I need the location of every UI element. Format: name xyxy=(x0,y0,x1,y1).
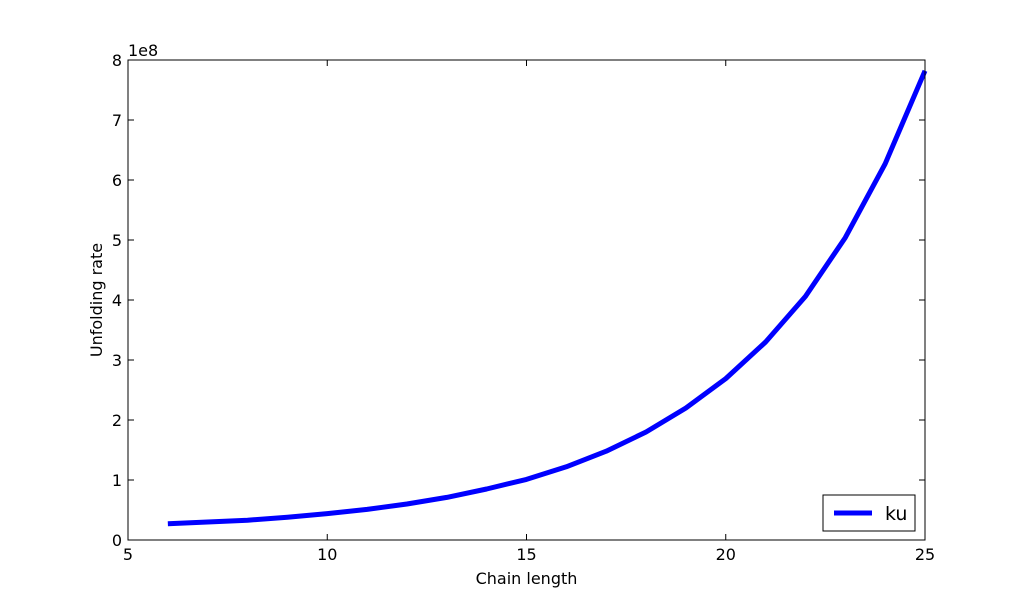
y-tick-label: 7 xyxy=(112,111,122,130)
y-tick-label: 5 xyxy=(112,231,122,250)
y-offset-label: 1e8 xyxy=(128,41,158,60)
series-line-ku xyxy=(167,69,928,527)
plot-frame xyxy=(127,59,926,541)
x-tick-label: 20 xyxy=(716,545,736,564)
y-tick-label: 3 xyxy=(112,351,122,370)
y-tick-label: 1 xyxy=(112,471,122,490)
x-tick-label: 10 xyxy=(317,545,337,564)
x-tick-label: 25 xyxy=(915,545,935,564)
labels-layer: 5 10 15 20 25 0 1 2 3 4 5 6 7 8 1e8 Chain length Unfoldi… xyxy=(87,41,935,588)
y-axis-label: Unfolding rate xyxy=(87,243,106,357)
series-layer xyxy=(167,69,928,527)
x-tick-label: 5 xyxy=(123,545,133,564)
legend-label: ku xyxy=(885,503,907,525)
x-tick-label: 15 xyxy=(516,545,536,564)
y-tick-label: 6 xyxy=(112,171,122,190)
y-tick-label: 2 xyxy=(112,411,122,430)
x-axis-label: Chain length xyxy=(476,569,578,588)
y-tick-label: 0 xyxy=(112,531,122,550)
legend: ku xyxy=(822,494,916,532)
y-tick-label: 4 xyxy=(112,291,122,310)
y-tick-label: 8 xyxy=(112,51,122,70)
